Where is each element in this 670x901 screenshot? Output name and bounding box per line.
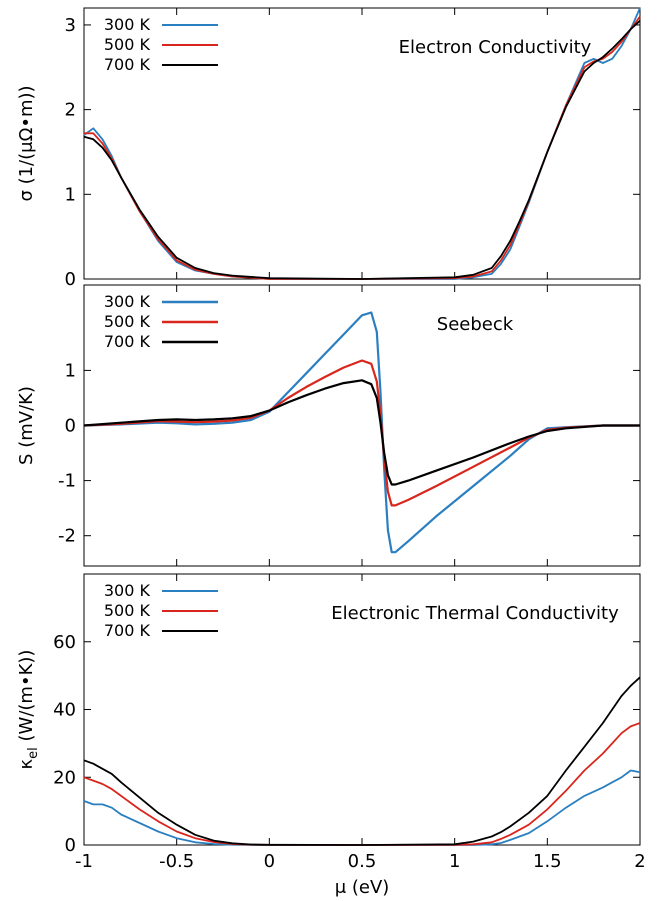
x-tick-label: 0.5 bbox=[348, 851, 377, 872]
legend-label: 700 K bbox=[104, 621, 151, 640]
y-tick-label: -1 bbox=[58, 471, 76, 492]
x-tick-label: -1 bbox=[75, 851, 93, 872]
legend-label: 500 K bbox=[104, 312, 151, 331]
series-line-300k bbox=[83, 311, 640, 554]
series-line-500k bbox=[83, 359, 640, 507]
y-tick-label: 0 bbox=[65, 416, 76, 437]
panel-title: Seebeck bbox=[437, 314, 514, 335]
y-tick-label: 0 bbox=[65, 835, 76, 856]
y-tick-label: 60 bbox=[53, 632, 76, 653]
y-axis-label: κel (W/(m•K)) bbox=[16, 650, 41, 770]
panel-title: Electronic Thermal Conductivity bbox=[331, 603, 619, 624]
series-line-300k bbox=[83, 769, 641, 846]
y-tick-label: 20 bbox=[53, 767, 76, 788]
panel-title: Electron Conductivity bbox=[399, 37, 592, 58]
legend-label: 500 K bbox=[104, 601, 151, 620]
plot-frame bbox=[83, 284, 641, 567]
series-line-700k bbox=[83, 676, 641, 846]
y-tick-label: 0 bbox=[65, 269, 76, 290]
y-tick-label: 1 bbox=[65, 360, 76, 381]
y-tick-label: 1 bbox=[65, 184, 76, 205]
y-tick-label: 3 bbox=[65, 15, 76, 36]
legend-label: 500 K bbox=[104, 35, 151, 54]
series-line-700k bbox=[83, 379, 640, 486]
legend-label: 700 K bbox=[104, 332, 151, 351]
legend-label: 300 K bbox=[104, 292, 151, 311]
y-tick-label: 2 bbox=[65, 100, 76, 121]
series-line-700k bbox=[83, 20, 641, 280]
legend-label: 300 K bbox=[104, 15, 151, 34]
y-tick-label: -2 bbox=[58, 526, 76, 547]
x-tick-label: -0.5 bbox=[159, 851, 194, 872]
x-tick-label: 1 bbox=[449, 851, 460, 872]
x-axis-label: μ (eV) bbox=[335, 877, 390, 898]
y-axis-label: S (mV/K) bbox=[16, 386, 37, 465]
y-tick-label: 40 bbox=[53, 700, 76, 721]
x-tick-label: 1.5 bbox=[533, 851, 562, 872]
x-tick-label: 2 bbox=[634, 851, 645, 872]
legend-label: 700 K bbox=[104, 55, 151, 74]
x-tick-label: 0 bbox=[264, 851, 275, 872]
legend-label: 300 K bbox=[104, 581, 151, 600]
y-axis-label: σ (1/(μΩ•m)) bbox=[16, 85, 37, 201]
